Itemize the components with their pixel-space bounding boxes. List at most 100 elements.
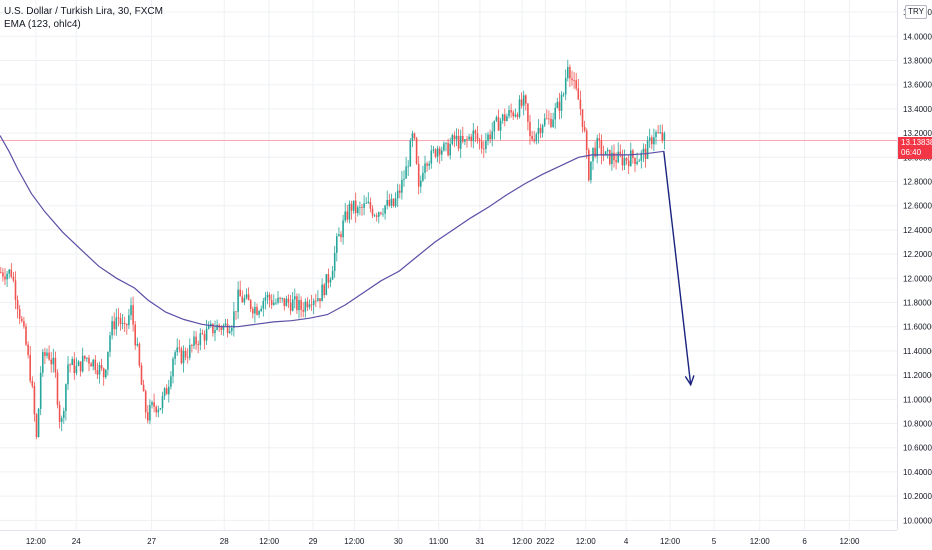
candle-body [44, 352, 46, 356]
price-tick-label: 12.40000 [903, 226, 932, 235]
candle-body [571, 78, 573, 81]
price-tick-label: 10.20000 [903, 492, 932, 501]
candle-body [63, 411, 65, 419]
candle-body [321, 284, 323, 302]
candle-body [132, 305, 134, 325]
candle-body [4, 276, 6, 280]
candle-body [352, 200, 355, 211]
price-tick-label: 13.40000 [903, 105, 932, 114]
candle-body [636, 161, 638, 164]
candle-body [443, 143, 445, 151]
candle-body [279, 297, 281, 299]
candle-body [170, 376, 172, 387]
candle-body [256, 306, 258, 315]
candle-body [646, 140, 649, 159]
candle-body [428, 163, 430, 166]
candle-body [29, 354, 31, 381]
candle-body [363, 203, 365, 208]
candle-body [575, 80, 577, 89]
candle-body [464, 139, 466, 142]
candle-body [231, 327, 233, 332]
indicator-label[interactable]: EMA (123, ohlc4) [4, 19, 81, 30]
candle-body [14, 280, 17, 300]
candle-body [142, 384, 145, 392]
candle-body [348, 203, 351, 220]
candle-body [298, 300, 300, 311]
candle-body [653, 137, 655, 145]
candle-body [270, 299, 273, 305]
candle-body [130, 305, 132, 316]
candle-body [390, 198, 393, 206]
candle-body [88, 357, 90, 364]
candle-body [18, 309, 21, 319]
candle-body [222, 325, 225, 330]
candle-body [520, 99, 523, 106]
candle-body [254, 306, 256, 314]
candle-body [585, 130, 588, 150]
time-tick-label: 12:00 [259, 537, 280, 546]
candle-body [525, 95, 527, 104]
candle-body [449, 143, 451, 156]
candle-body [16, 299, 19, 310]
candle-body [207, 325, 210, 329]
candle-body [67, 364, 69, 385]
candle-body [262, 300, 265, 309]
candle-body [151, 402, 153, 405]
candle-body [216, 324, 218, 331]
price-tick-label: 12.60000 [903, 202, 932, 211]
price-axis[interactable]: 10.00000 10.20000 10.40000 10.60000 10.80000… [903, 8, 932, 525]
candle-body [594, 147, 596, 157]
candle-body [554, 107, 556, 120]
candle-body [302, 309, 304, 312]
price-tick-label: 10.80000 [903, 420, 932, 429]
candle-body [562, 94, 565, 96]
price-tick-label: 12.20000 [903, 250, 932, 259]
candle-body [640, 152, 643, 161]
candle-body [611, 152, 613, 165]
symbol-title[interactable]: U.S. Dollar / Turkish Lira, 30, FXCM [4, 6, 163, 17]
candle-body [2, 272, 4, 277]
candle-body [514, 114, 517, 117]
candle-body [388, 199, 391, 206]
candle-body [354, 200, 357, 214]
candle-body [226, 323, 229, 334]
candle-body [357, 207, 359, 214]
candle-body [340, 234, 342, 238]
candle-body [249, 300, 252, 310]
price-tick-label: 12.00000 [903, 274, 932, 283]
time-axis[interactable]: 12:00 24 27 28 12:00 29 12:00 30 11:00 31 12:00 202… [26, 537, 860, 546]
candle-body [144, 391, 147, 413]
price-tick-label: 11.00000 [903, 395, 932, 404]
candle-body [308, 304, 311, 308]
price-tick-label: 14.00000 [903, 32, 932, 41]
candle-body [105, 369, 107, 378]
candle-body [564, 77, 567, 95]
candle-body [522, 95, 525, 106]
candle-body [96, 370, 99, 375]
candle-body [35, 414, 38, 438]
candle-body [37, 408, 40, 438]
price-tick-label: 11.80000 [903, 299, 932, 308]
candle-body [182, 350, 185, 364]
candle-body [468, 136, 470, 140]
candle-body [90, 363, 92, 367]
candle-body [239, 289, 241, 297]
currency-badge[interactable]: TRY [905, 5, 927, 19]
time-tick-label: 12:00 [576, 537, 597, 546]
candle-body [493, 120, 496, 132]
candle-body [413, 133, 416, 139]
candle-body [113, 321, 115, 330]
candle-body [33, 385, 36, 415]
candle-body [245, 294, 248, 299]
candle-body [451, 135, 454, 144]
candle-body [159, 408, 162, 410]
candle-body [470, 136, 472, 142]
candle-body [155, 406, 157, 413]
price-tick-label: 11.60000 [903, 323, 932, 332]
candle-body [12, 276, 15, 281]
candle-body [558, 101, 561, 111]
candle-body [6, 273, 8, 280]
candle-body [638, 160, 640, 162]
time-tick-label: 12:00 [512, 537, 533, 546]
